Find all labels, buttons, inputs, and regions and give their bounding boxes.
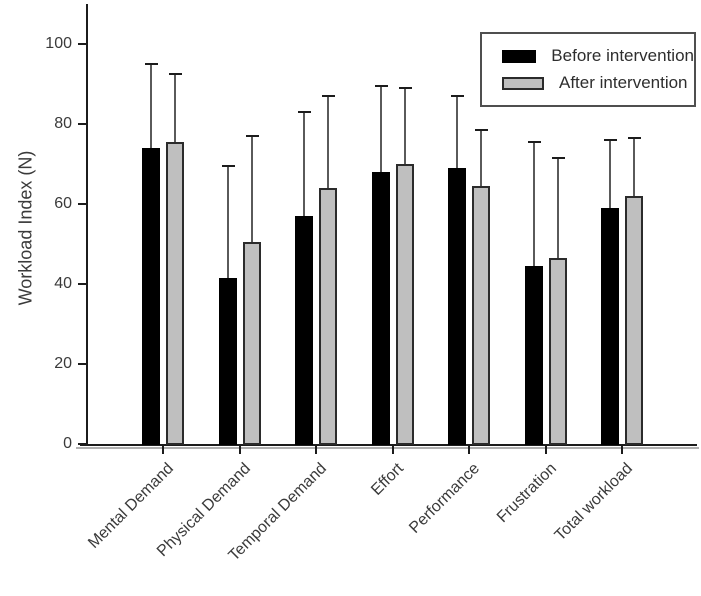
error-bar-line	[532, 142, 535, 266]
error-bar-cap	[221, 165, 235, 167]
x-tick	[238, 446, 241, 454]
y-tick-label: 60	[54, 195, 72, 212]
x-tick	[544, 446, 547, 454]
bar-before-intervention	[448, 168, 466, 445]
error-bar-cap	[604, 139, 617, 141]
error-bar-line	[633, 138, 635, 196]
error-bar-cap	[527, 141, 541, 143]
error-bar-line	[456, 96, 458, 168]
error-bar-line	[226, 166, 229, 278]
bar-after-intervention	[548, 258, 567, 445]
legend-label-before: Before intervention	[551, 46, 694, 65]
y-tick-label: 20	[54, 355, 72, 372]
error-bar-cap	[322, 95, 335, 97]
error-bar-line	[609, 140, 611, 208]
bar-after-intervention	[242, 242, 261, 445]
y-tick	[78, 283, 86, 285]
bar-before-intervention	[524, 266, 543, 445]
x-axis-line	[80, 444, 697, 446]
legend-label-after: After intervention	[559, 73, 688, 92]
error-bar-cap	[245, 135, 259, 137]
error-bar-line	[480, 130, 482, 186]
x-tick	[391, 446, 394, 454]
x-tick	[162, 446, 164, 454]
legend-item-before: Before intervention	[502, 46, 694, 66]
error-bar-line	[303, 112, 305, 216]
error-bar-cap	[451, 95, 464, 97]
y-tick	[78, 363, 86, 365]
y-tick-label: 100	[45, 35, 72, 52]
x-axis-shadow-line	[76, 447, 699, 449]
error-bar-cap	[398, 87, 412, 89]
error-bar-line	[403, 88, 406, 164]
error-bar-line	[556, 158, 559, 258]
y-tick	[78, 123, 86, 125]
bar-after-intervention	[472, 186, 490, 445]
error-bar-cap	[628, 137, 641, 139]
y-tick-label: 40	[54, 275, 72, 292]
legend-item-after: After intervention	[502, 73, 694, 93]
error-bar-cap	[169, 73, 182, 75]
bar-before-intervention	[295, 216, 313, 445]
y-tick-label: 80	[54, 115, 72, 132]
bar-before-intervention	[142, 148, 160, 445]
bar-after-intervention	[166, 142, 184, 445]
bar-after-intervention	[319, 188, 337, 445]
x-tick	[315, 446, 317, 454]
bar-after-intervention	[625, 196, 643, 445]
x-tick	[468, 446, 470, 454]
x-category-label: Mental Demand	[85, 460, 178, 552]
before-intervention-swatch	[502, 49, 537, 63]
y-tick	[78, 43, 86, 45]
bar-before-intervention	[218, 278, 237, 445]
error-bar-cap	[475, 129, 488, 131]
error-bar-line	[327, 96, 329, 188]
y-tick-label: 0	[63, 435, 72, 452]
error-bar-line	[174, 74, 176, 142]
error-bar-line	[150, 64, 152, 148]
y-tick	[78, 443, 86, 445]
x-tick	[621, 446, 623, 454]
error-bar-cap	[298, 111, 311, 113]
bar-before-intervention	[601, 208, 619, 445]
bar-before-intervention	[371, 172, 390, 445]
error-bar-cap	[551, 157, 565, 159]
legend: Before intervention After intervention	[480, 32, 696, 107]
y-axis-line	[86, 4, 88, 446]
error-bar-line	[250, 136, 253, 242]
y-tick	[78, 203, 86, 205]
after-intervention-swatch	[502, 76, 544, 90]
error-bar-cap	[374, 85, 388, 87]
error-bar-line	[379, 86, 382, 172]
error-bar-cap	[145, 63, 158, 65]
bar-after-intervention	[395, 164, 414, 445]
